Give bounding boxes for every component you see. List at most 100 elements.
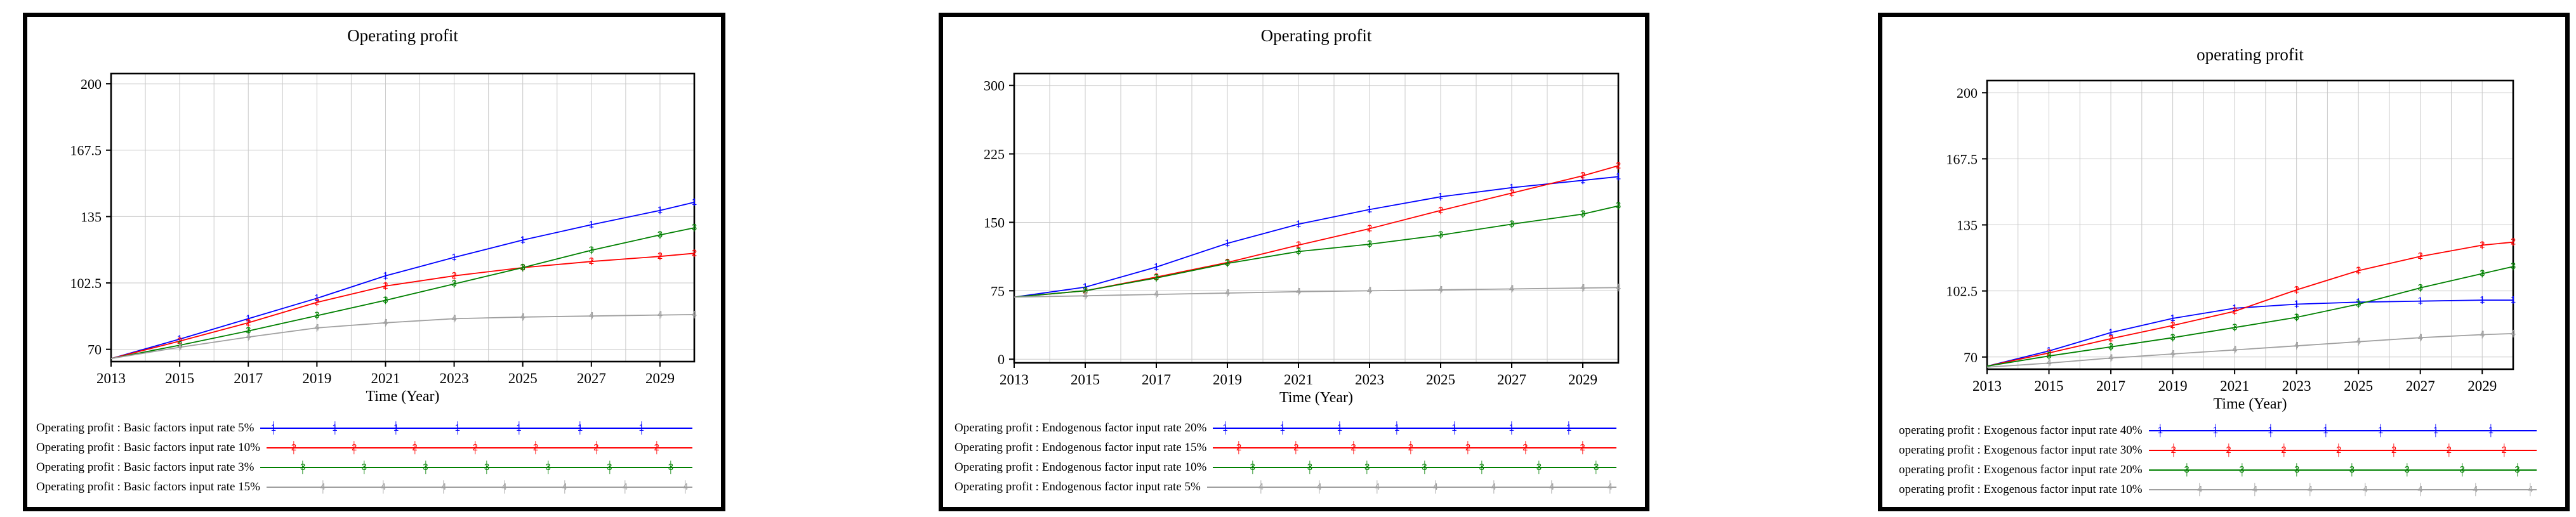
legend-marker-digit: 2 <box>352 440 357 454</box>
series-marker: 3 <box>2108 341 2113 352</box>
legend-line-stroke <box>2148 488 2537 490</box>
series-marker: 2 <box>1367 223 1372 234</box>
plot-frame <box>110 72 696 363</box>
series-marker: 2 <box>314 297 319 308</box>
series-marker: 3 <box>1509 218 1514 229</box>
legend-marker-digit: 4 <box>1258 480 1264 494</box>
series-marker: 4 <box>2108 352 2113 363</box>
series-marker: 1 <box>383 270 388 281</box>
legend-marker-digit: 1 <box>2213 423 2218 437</box>
legend-marker-digit: 4 <box>1375 480 1380 494</box>
legend-marker-line: 2 2 2 2 2 2 2 <box>2148 443 2537 457</box>
series-marker: 4 <box>1296 286 1301 297</box>
legend-marker-digit: 4 <box>1608 480 1613 494</box>
series-marker: 3 <box>1225 258 1230 268</box>
legend-marker-digit: 4 <box>1316 480 1322 494</box>
x-tick-label: 2013 <box>1972 378 2002 394</box>
legend-marker-digit: 3 <box>1594 460 1599 474</box>
legend-marker-digit: 4 <box>2252 482 2257 496</box>
legend-marker-digit: 4 <box>1491 480 1496 494</box>
legend-marker-digit: 2 <box>2447 443 2452 457</box>
legend-marker-digit: 2 <box>1351 440 1356 454</box>
series-marker: 1 <box>314 292 319 303</box>
legend-marker-digit: 3 <box>546 460 551 474</box>
series-marker: 4 <box>2170 348 2175 359</box>
legend-marker-digit: 1 <box>455 421 460 435</box>
legend-marker-digit: 3 <box>423 460 428 474</box>
series-marker: 4 <box>1580 282 1585 293</box>
legend-marker-digit: 3 <box>2294 462 2299 476</box>
legend-label: Operating profit : Endogenous factor inp… <box>954 421 1207 435</box>
legend-marker-digit: 2 <box>1522 440 1528 454</box>
series-marker: 4 <box>451 313 456 324</box>
y-tick-label: 200 <box>81 76 102 92</box>
legend-marker-digit: 2 <box>654 440 659 454</box>
series-marker: 3 <box>692 222 697 233</box>
series-marker: 3 <box>1367 239 1372 249</box>
legend-label: Operating profit : Basic factors input r… <box>36 440 260 454</box>
legend-marker-digit: 4 <box>501 480 507 494</box>
legend-marker-digit: 2 <box>2391 443 2396 457</box>
legend-marker-digit: 2 <box>1236 440 1241 454</box>
legend: operating profit : Exogenous factor inpu… <box>1899 421 2537 499</box>
legend-marker-digit: 4 <box>562 480 567 494</box>
y-tick-label: 167.5 <box>1946 151 1978 167</box>
legend-line-stroke <box>266 447 692 448</box>
legend-marker-digit: 1 <box>2433 423 2438 437</box>
legend-marker-digit: 3 <box>362 460 367 474</box>
series-marker: 1 <box>589 219 594 230</box>
legend-marker-digit: 3 <box>2184 462 2190 476</box>
series-marker: 4 <box>1083 290 1088 301</box>
legend-marker-digit: 1 <box>516 421 522 435</box>
series-marker: 1 <box>246 313 251 324</box>
series-marker: 3 <box>2480 268 2485 278</box>
legend-marker-digit: 4 <box>683 480 688 494</box>
legend-marker-digit: 2 <box>473 440 478 454</box>
series-marker: 3 <box>1616 200 1621 211</box>
x-tick-label: 2029 <box>645 370 675 386</box>
series-marker: 1 <box>1580 174 1585 185</box>
series-marker: 3 <box>1296 246 1301 257</box>
legend-item: Operating profit : Endogenous factor inp… <box>954 457 1616 477</box>
series-marker: 2 <box>2170 320 2175 330</box>
legend-marker-digit: 4 <box>1433 480 1438 494</box>
y-tick-label: 70 <box>88 342 102 358</box>
legend-marker-line: 1 1 1 1 1 1 1 <box>1213 421 1616 435</box>
series-marker: 4 <box>246 331 251 342</box>
legend-line-stroke <box>266 486 692 488</box>
series-marker: 3 <box>657 229 663 240</box>
y-tick-label: 300 <box>984 78 1005 94</box>
x-tick-label: 2015 <box>2035 378 2064 394</box>
series-marker: 3 <box>520 262 525 273</box>
legend-marker-digit: 4 <box>320 480 326 494</box>
x-tick-label: 2029 <box>2467 378 2497 394</box>
legend-marker-digit: 4 <box>2308 482 2313 496</box>
legend-marker-digit: 4 <box>2197 482 2202 496</box>
x-tick-label: 2027 <box>2406 378 2435 394</box>
legend-marker-line: 3 3 3 3 3 3 3 <box>260 460 692 474</box>
series-marker: 4 <box>2480 329 2485 340</box>
legend-item: Operating profit : Endogenous factor inp… <box>954 477 1616 497</box>
legend-marker-digit: 3 <box>1422 460 1427 474</box>
legend-label: operating profit : Exogenous factor inpu… <box>1899 423 2143 437</box>
series-marker: 2 <box>1509 187 1514 198</box>
legend-marker-digit: 3 <box>1307 460 1312 474</box>
x-tick-label: 2023 <box>2282 378 2311 394</box>
legend-item: Operating profit : Basic factors input r… <box>36 457 692 477</box>
series-marker: 3 <box>1154 272 1159 283</box>
legend-label: Operating profit : Endogenous factor inp… <box>954 440 1207 454</box>
y-tick-label: 225 <box>984 147 1005 162</box>
legend-marker-digit: 2 <box>2501 443 2507 457</box>
series-marker: 1 <box>2511 294 2516 305</box>
legend-marker-digit: 3 <box>1479 460 1484 474</box>
legend-marker-digit: 3 <box>1536 460 1542 474</box>
legend-marker-line: 1 1 1 1 1 1 1 <box>2148 423 2537 437</box>
x-axis-title: Time (Year) <box>2213 396 2287 412</box>
legend-marker-digit: 4 <box>623 480 628 494</box>
x-tick-label: 2023 <box>440 370 469 386</box>
series-marker: 1 <box>1616 171 1621 182</box>
x-tick-label: 2015 <box>165 370 194 386</box>
legend-marker-digit: 1 <box>1394 421 1399 435</box>
y-tick-label: 102.5 <box>1946 284 1978 299</box>
legend-marker-digit: 2 <box>1580 440 1585 454</box>
